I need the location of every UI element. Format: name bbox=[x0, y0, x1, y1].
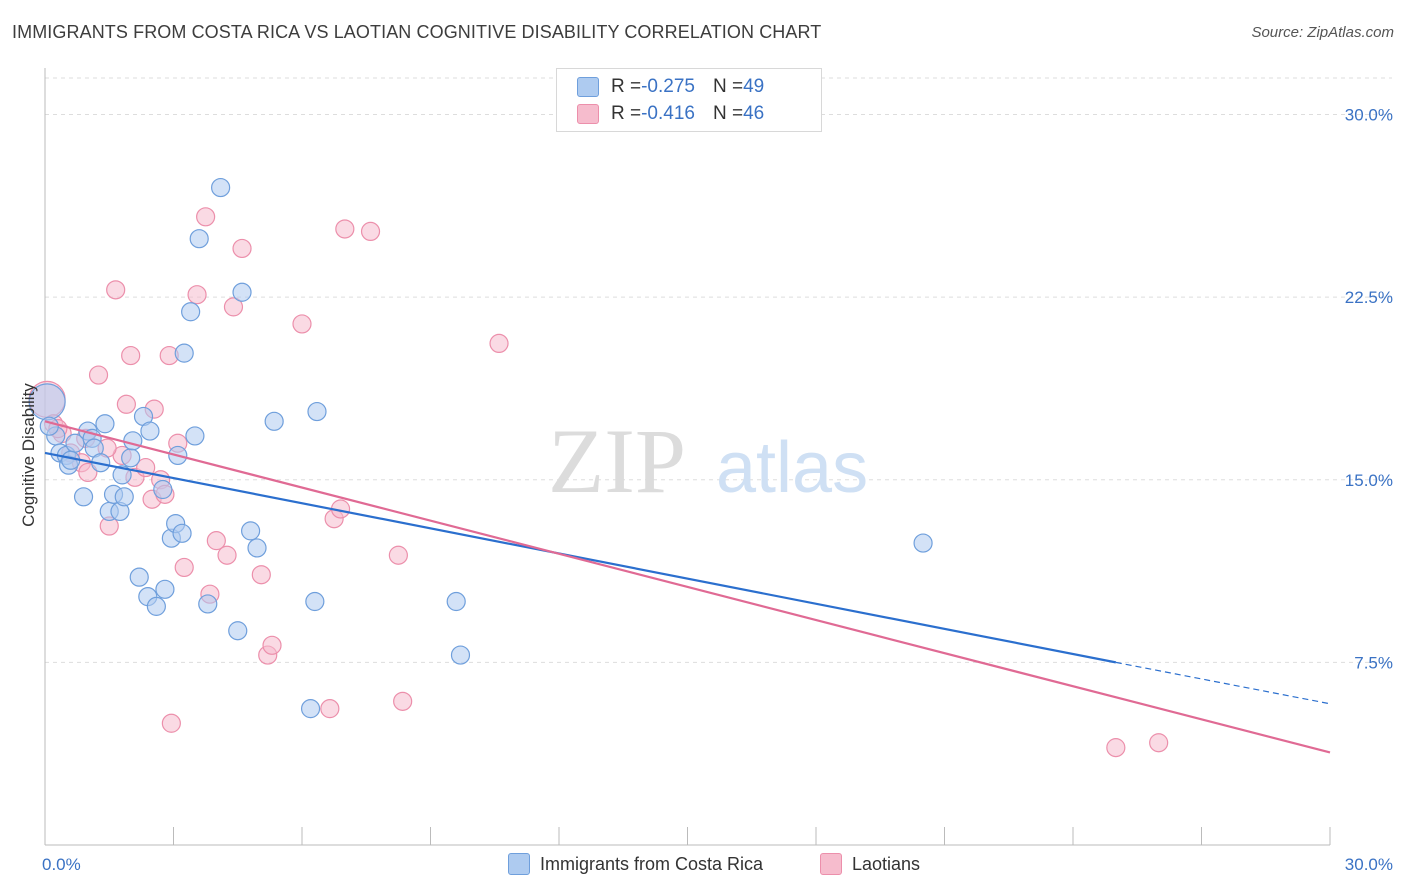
data-point bbox=[116, 394, 136, 414]
data-point bbox=[232, 282, 252, 302]
data-point bbox=[161, 713, 181, 733]
bottom-legend-label: Laotians bbox=[852, 853, 921, 874]
data-point bbox=[121, 448, 141, 468]
y-tick-label: 30.0% bbox=[1345, 106, 1393, 125]
data-point bbox=[112, 465, 132, 485]
data-point bbox=[206, 531, 226, 551]
data-point bbox=[187, 285, 207, 305]
data-point bbox=[217, 545, 237, 565]
data-point bbox=[123, 431, 143, 451]
legend-r-label: R = bbox=[611, 103, 642, 124]
source-label: Source: ZipAtlas.com bbox=[1251, 24, 1394, 41]
watermark-zip: ZIP bbox=[548, 410, 686, 512]
x-tick-label: 30.0% bbox=[1345, 855, 1393, 874]
data-point bbox=[446, 591, 466, 612]
bottom-legend-swatch-pink bbox=[820, 853, 842, 875]
legend-n-value: 49 bbox=[743, 76, 765, 97]
data-point bbox=[292, 314, 312, 334]
data-point bbox=[232, 238, 252, 259]
legend-n-label: N = bbox=[712, 76, 744, 97]
data-point bbox=[129, 567, 149, 587]
bottom-legend-label: Immigrants from Costa Rica bbox=[540, 853, 764, 874]
data-point bbox=[78, 462, 98, 483]
data-point bbox=[360, 221, 381, 241]
chart-title: IMMIGRANTS FROM COSTA RICA VS LAOTIAN CO… bbox=[12, 22, 822, 42]
data-point bbox=[228, 621, 248, 641]
trend-line-extension bbox=[1115, 661, 1331, 705]
legend-row-costa-rica: R = -0.275 N = 49 bbox=[577, 75, 764, 99]
data-point bbox=[450, 645, 471, 665]
y-tick-label: 22.5% bbox=[1345, 288, 1393, 307]
data-point bbox=[305, 591, 325, 612]
data-point bbox=[913, 533, 933, 553]
bottom-legend-costa-rica: Immigrants from Costa Rica bbox=[508, 852, 763, 876]
trend-line-costa-rica bbox=[44, 451, 1117, 664]
data-point bbox=[140, 421, 160, 441]
data-point bbox=[39, 416, 59, 436]
data-point bbox=[153, 479, 173, 500]
axes bbox=[44, 68, 1331, 846]
legend-n-value: 46 bbox=[743, 103, 765, 124]
data-point bbox=[489, 333, 509, 354]
data-point bbox=[174, 557, 194, 578]
y-tick-label: 15.0% bbox=[1345, 471, 1393, 490]
legend-r-value: -0.416 bbox=[641, 103, 695, 124]
data-point bbox=[300, 699, 321, 719]
x-tick-label: 0.0% bbox=[42, 855, 81, 874]
data-point bbox=[146, 596, 166, 616]
tick-labels: 7.5% 15.0% 22.5% 30.0% 0.0% 30.0% bbox=[42, 106, 1393, 874]
data-point bbox=[335, 219, 355, 239]
trend-line-laotians bbox=[44, 420, 1331, 754]
data-point bbox=[241, 521, 261, 541]
data-point bbox=[1149, 733, 1169, 753]
data-point bbox=[95, 414, 115, 434]
data-point bbox=[393, 691, 413, 711]
legend-n-label: N = bbox=[712, 103, 744, 124]
data-point bbox=[185, 426, 205, 446]
data-point bbox=[106, 280, 126, 300]
data-point bbox=[155, 579, 175, 599]
data-point bbox=[181, 302, 201, 322]
watermark-atlas: atlas bbox=[716, 428, 868, 508]
trend-lines bbox=[44, 420, 1331, 754]
data-point bbox=[320, 699, 340, 719]
data-point bbox=[264, 411, 284, 431]
bottom-legend-laotians: Laotians bbox=[820, 852, 920, 876]
legend: R = -0.275 N = 49 R = -0.416 N = 46 bbox=[556, 68, 822, 132]
data-point bbox=[247, 538, 267, 558]
data-point bbox=[223, 297, 244, 317]
legend-row-laotians: R = -0.416 N = 46 bbox=[577, 102, 764, 126]
legend-swatch-blue bbox=[577, 77, 599, 97]
legend-swatch-pink bbox=[577, 104, 599, 124]
watermark: ZIP atlas bbox=[548, 410, 868, 512]
data-point bbox=[211, 177, 231, 198]
y-axis-title: Cognitive Disability bbox=[19, 383, 38, 527]
data-point bbox=[121, 345, 141, 366]
data-point bbox=[1106, 738, 1126, 758]
data-point bbox=[196, 207, 216, 227]
data-point bbox=[174, 343, 194, 363]
y-tick-label: 7.5% bbox=[1354, 653, 1393, 672]
data-point bbox=[307, 401, 327, 422]
data-point bbox=[388, 545, 408, 565]
data-point bbox=[114, 487, 134, 507]
data-point bbox=[88, 365, 109, 385]
data-point bbox=[262, 635, 282, 655]
data-point bbox=[251, 565, 271, 585]
data-point bbox=[172, 523, 192, 543]
legend-r-value: -0.275 bbox=[641, 76, 695, 97]
bottom-legend-swatch-blue bbox=[508, 853, 530, 875]
legend-r-label: R = bbox=[611, 76, 642, 97]
data-point bbox=[73, 487, 94, 507]
grid-lines bbox=[45, 77, 1392, 663]
data-point bbox=[198, 594, 218, 614]
data-point bbox=[189, 229, 209, 249]
